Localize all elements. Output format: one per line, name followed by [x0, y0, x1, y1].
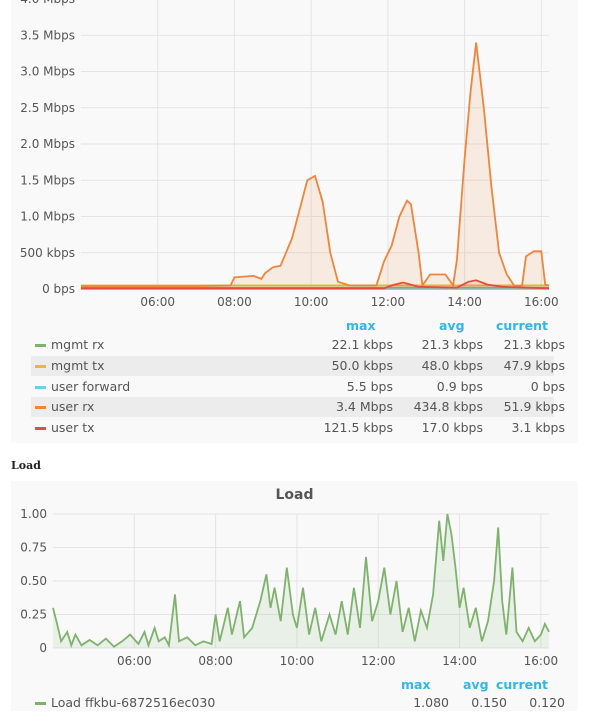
traffic-area-user-rx — [81, 42, 549, 289]
traffic-legend-max: 22.1 kbps — [331, 337, 393, 352]
traffic-legend-current: 0 bps — [530, 378, 565, 394]
load-chart[interactable]: 0 0.25 0.50 0.75 1.00 06:00 08:00 10:00 12:00 14:… — [11, 481, 578, 676]
traffic-x-tick-label: 16:00 — [524, 295, 559, 309]
traffic-legend-name[interactable]: user tx — [51, 420, 95, 436]
traffic-legend-current: 51.9 kbps — [503, 399, 565, 415]
traffic-legend-avg: 434.8 kbps — [413, 399, 483, 415]
section-label-load: Load — [11, 459, 41, 472]
traffic-legend-max: 121.5 kbps — [323, 420, 393, 436]
traffic-legend-name[interactable]: user rx — [51, 399, 95, 415]
load-x-tick-label: 14:00 — [442, 654, 477, 668]
load-y-tick-label: 0 — [39, 641, 47, 655]
load-y-tick-label: 1.00 — [20, 507, 47, 521]
load-legend: max avg current Load ffkbu-6872516ec030 1… — [11, 481, 578, 711]
legend-header-max[interactable]: max — [401, 677, 431, 692]
load-legend-current: 0.120 — [529, 695, 565, 710]
traffic-y-tick-label: 1.5 Mbps — [20, 173, 75, 187]
traffic-legend: max avg current mgmt rx 22.1 kbps 21.3 kbp… — [11, 0, 578, 443]
traffic-legend-max: 3.4 Mbps — [335, 399, 393, 415]
traffic-y-tick-label: 2.0 Mbps — [20, 137, 75, 151]
load-y-tick-label: 0.50 — [20, 574, 47, 588]
traffic-legend-swatch — [35, 385, 46, 389]
load-x-tick-label: 12:00 — [361, 654, 396, 668]
load-x-tick-label: 08:00 — [198, 654, 233, 668]
traffic-x-tick-label: 06:00 — [140, 295, 175, 309]
traffic-legend-current: 21.3 kbps — [503, 337, 565, 352]
load-y-tick-label: 0.75 — [20, 541, 47, 555]
load-legend-name[interactable]: Load ffkbu-6872516ec030 — [51, 695, 216, 710]
legend-header-max[interactable]: max — [346, 318, 376, 333]
traffic-legend-row[interactable]: user rx 3.4 Mbps 434.8 kbps 51.9 kbps — [31, 397, 565, 418]
traffic-panel: 0 bps 500 kbps 1.0 Mbps 1.5 Mbps 2.0 Mbps 2.5… — [11, 0, 578, 443]
traffic-y-tick-label: 4.0 Mbps — [20, 0, 75, 6]
load-x-tick-label: 06:00 — [117, 654, 152, 668]
load-x-tick-label: 16:00 — [524, 654, 559, 668]
traffic-y-tick-label: 0 bps — [42, 282, 75, 296]
traffic-legend-swatch — [35, 364, 46, 368]
load-legend-max: 1.080 — [413, 695, 449, 710]
traffic-y-tick-label: 3.5 Mbps — [20, 28, 75, 42]
traffic-legend-row[interactable]: mgmt tx 50.0 kbps 48.0 kbps 47.9 kbps — [31, 355, 565, 376]
traffic-x-tick-label: 10:00 — [294, 295, 329, 309]
traffic-legend-row[interactable]: user forward 5.5 bps 0.9 bps 0 bps — [31, 377, 565, 397]
traffic-legend-swatch — [35, 406, 46, 410]
traffic-legend-max: 50.0 kbps — [331, 357, 393, 373]
traffic-legend-avg: 17.0 kbps — [421, 420, 483, 436]
traffic-y-tick-label: 2.5 Mbps — [20, 101, 75, 115]
load-legend-row[interactable]: Load ffkbu-6872516ec030 1.080 0.150 0.120 — [31, 693, 565, 713]
traffic-chart[interactable]: 0 bps 500 kbps 1.0 Mbps 1.5 Mbps 2.0 Mbps 2.5… — [11, 0, 578, 320]
traffic-x-tick-label: 12:00 — [371, 295, 406, 309]
traffic-legend-row[interactable]: user tx 121.5 kbps 17.0 kbps 3.1 kbps — [31, 418, 565, 438]
load-chart-title: Load — [275, 487, 314, 503]
traffic-legend-row[interactable]: mgmt rx 22.1 kbps 21.3 kbps 21.3 kbps — [31, 335, 565, 355]
traffic-legend-name[interactable]: mgmt tx — [51, 357, 105, 373]
traffic-legend-avg: 48.0 kbps — [421, 357, 483, 373]
traffic-y-tick-label: 1.0 Mbps — [20, 210, 75, 224]
traffic-x-tick-label: 14:00 — [447, 295, 482, 309]
traffic-line-user-rx[interactable] — [81, 42, 550, 288]
load-legend-swatch — [35, 702, 46, 705]
legend-header-avg[interactable]: avg — [439, 318, 465, 333]
legend-header-avg[interactable]: avg — [463, 677, 489, 692]
traffic-legend-avg: 21.3 kbps — [421, 337, 483, 352]
traffic-legend-swatch — [35, 344, 46, 347]
traffic-y-tick-label: 3.0 Mbps — [20, 65, 75, 79]
traffic-legend-name[interactable]: user forward — [51, 378, 131, 394]
traffic-x-tick-label: 08:00 — [217, 295, 252, 309]
traffic-legend-swatch — [35, 427, 46, 431]
legend-header-current[interactable]: current — [496, 318, 548, 333]
load-area-load-ffkbu-6872516ec030 — [53, 514, 549, 648]
load-panel: Load 0 0.25 0.50 0.75 1.00 06:00 08:00 10:00 12:… — [11, 481, 578, 711]
traffic-area-user-tx — [81, 280, 549, 289]
traffic-legend-avg: 0.9 bps — [436, 378, 483, 394]
load-legend-avg: 0.150 — [471, 695, 507, 710]
traffic-y-tick-label: 500 kbps — [20, 246, 75, 260]
load-line-load-ffkbu-6872516ec030[interactable] — [52, 513, 550, 649]
traffic-legend-name[interactable]: mgmt rx — [51, 337, 105, 352]
traffic-legend-current: 3.1 kbps — [511, 420, 565, 436]
load-x-tick-label: 10:00 — [280, 654, 315, 668]
traffic-legend-max: 5.5 bps — [346, 378, 393, 394]
traffic-line-user-tx[interactable] — [81, 279, 550, 290]
legend-header-current[interactable]: current — [496, 677, 548, 692]
load-y-tick-label: 0.25 — [20, 608, 47, 622]
traffic-legend-current: 47.9 kbps — [503, 357, 565, 373]
